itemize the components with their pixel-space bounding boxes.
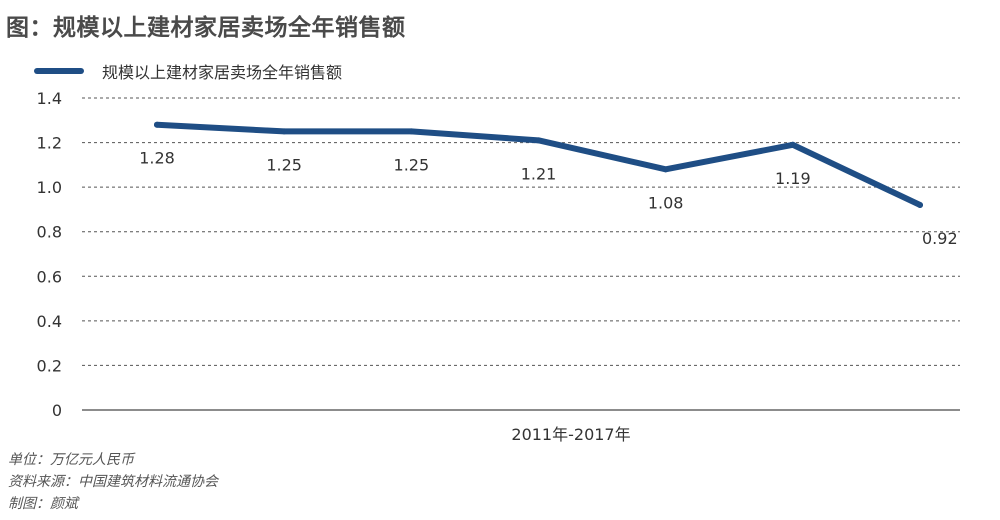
x-axis-title: 2011年-2017年 (511, 425, 630, 444)
unit-note: 单位：万亿元人民币 (8, 452, 134, 468)
y-tick-label: 0.6 (37, 267, 62, 286)
y-tick-label: 0 (52, 401, 62, 420)
legend: 规模以上建材家居卖场全年销售额 (34, 62, 343, 82)
series (154, 121, 923, 208)
data-label: 1.25 (266, 155, 302, 174)
data-label: 0.92 (922, 229, 958, 248)
data-point (917, 201, 923, 208)
footnotes: 单位：万亿元人民币 资料来源：中国建筑材料流通协会 制图：颜斌 (8, 449, 218, 515)
data-point (408, 128, 415, 135)
data-point (662, 166, 669, 173)
y-tick-label: 0.8 (37, 223, 62, 242)
data-labels: 1.28 1.25 1.25 1.21 1.08 1.19 0.92 (139, 149, 957, 248)
data-label: 1.25 (394, 155, 430, 174)
chart-title: 图：规模以上建材家居卖场全年销售额 (6, 15, 406, 41)
axes: 0 0.2 0.4 0.6 0.8 1.0 1.2 1.4 (37, 89, 960, 420)
y-tick-label: 1.4 (37, 89, 62, 108)
legend-label: 规模以上建材家居卖场全年销售额 (102, 63, 343, 82)
data-label: 1.28 (139, 149, 175, 168)
source-note: 资料来源：中国建筑材料流通协会 (8, 474, 218, 490)
author-note: 制图：颜斌 (8, 496, 78, 512)
y-tick-label: 1.0 (37, 178, 62, 197)
data-point (154, 121, 160, 128)
legend-swatch (34, 68, 84, 74)
data-point (789, 141, 796, 148)
gridlines (82, 97, 960, 366)
data-point (535, 137, 542, 144)
y-tick-label: 0.4 (37, 312, 62, 331)
data-point (281, 128, 288, 135)
y-tick-label: 1.2 (37, 134, 62, 153)
y-tick-label: 0.2 (37, 356, 62, 375)
data-label: 1.21 (521, 164, 557, 183)
data-label: 1.08 (648, 193, 684, 212)
data-label: 1.19 (775, 169, 811, 188)
